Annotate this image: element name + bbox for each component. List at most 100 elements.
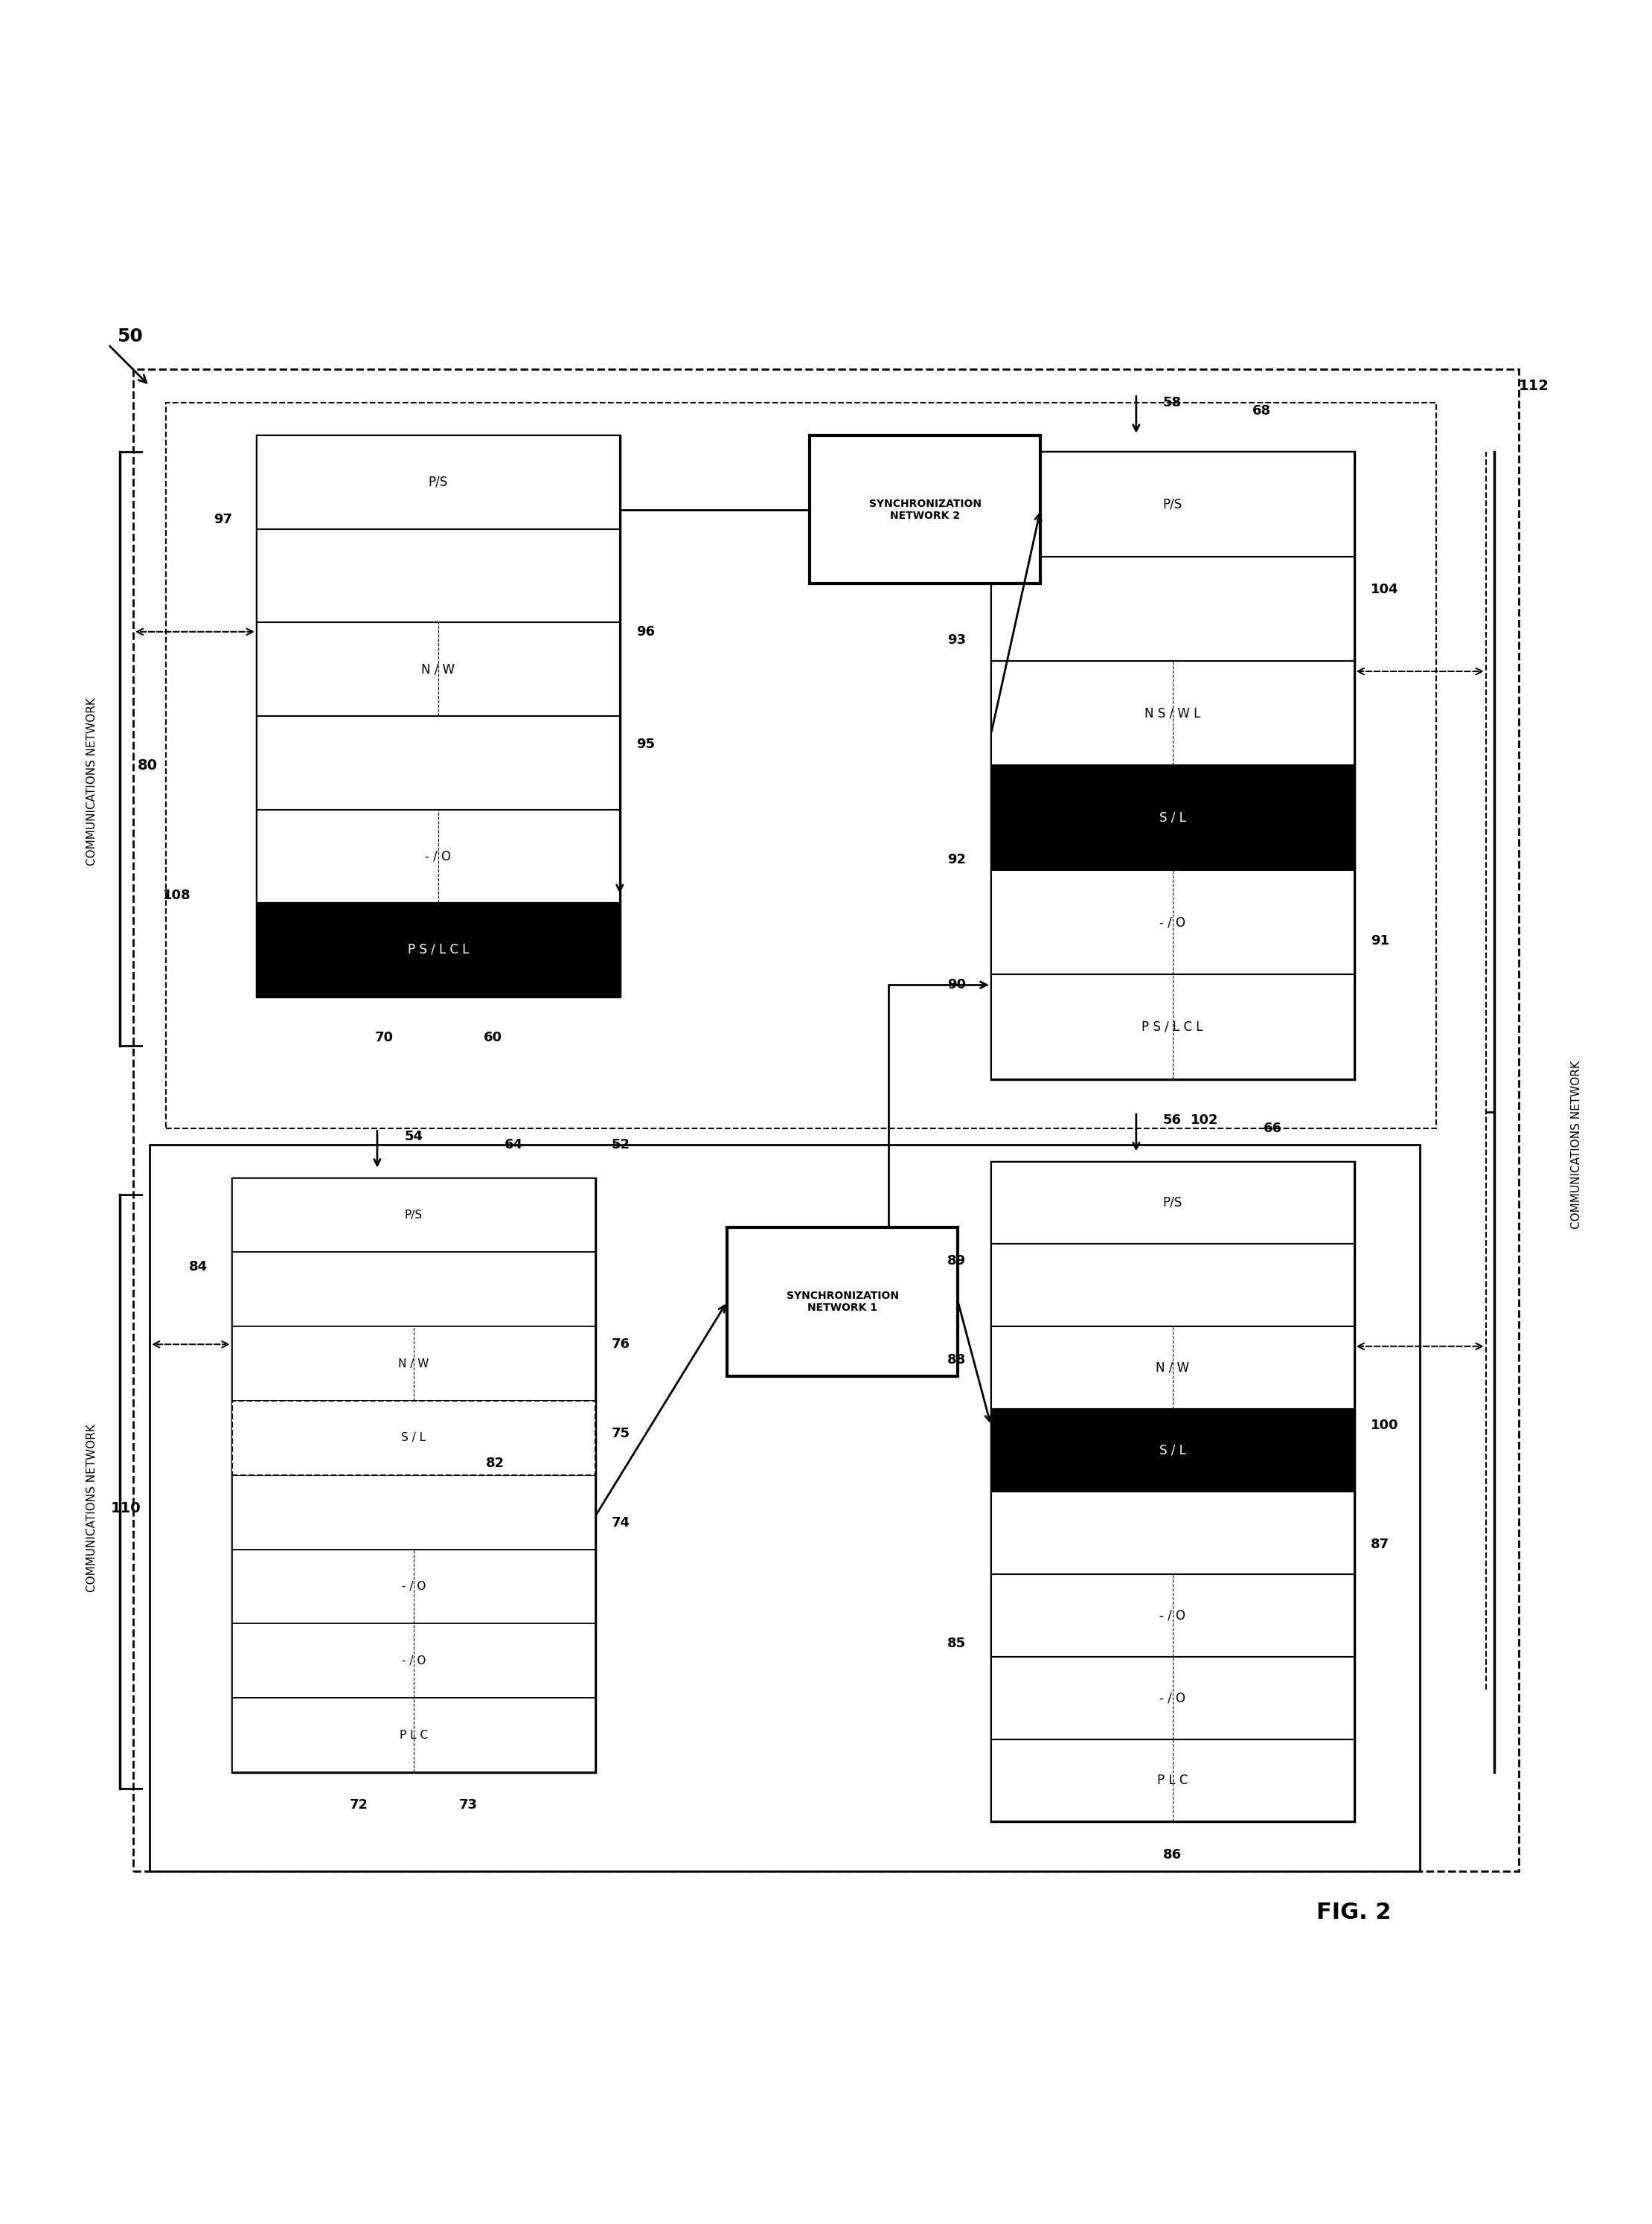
Bar	[727, 1228, 958, 1377]
Bar	[991, 1161, 1355, 1821]
Bar	[991, 1657, 1355, 1739]
Text: 87: 87	[1371, 1537, 1389, 1550]
Bar	[991, 765, 1355, 870]
Text: P S / L C L: P S / L C L	[1142, 1021, 1203, 1034]
Bar	[231, 1475, 595, 1550]
Bar	[231, 1550, 595, 1624]
Text: 108: 108	[164, 890, 190, 903]
Text: P/S: P/S	[428, 476, 448, 489]
Text: 93: 93	[948, 634, 966, 647]
Text: 92: 92	[948, 852, 966, 865]
Text: FIG. 2: FIG. 2	[1317, 1902, 1391, 1924]
Text: 66: 66	[1264, 1121, 1282, 1134]
Bar	[991, 1410, 1355, 1492]
Bar	[256, 716, 620, 810]
Bar	[809, 436, 1041, 585]
Bar	[991, 1575, 1355, 1657]
Bar	[150, 1145, 1421, 1870]
Text: 95: 95	[636, 738, 654, 752]
Text: 56: 56	[1163, 1114, 1181, 1128]
Bar	[991, 974, 1355, 1079]
Text: COMMUNICATIONS NETWORK: COMMUNICATIONS NETWORK	[1571, 1061, 1583, 1230]
Bar	[231, 1179, 595, 1773]
Text: 94: 94	[492, 981, 512, 994]
Bar	[991, 451, 1355, 1079]
Text: 52: 52	[611, 1139, 629, 1152]
Bar	[991, 1739, 1355, 1821]
Bar	[134, 369, 1518, 1870]
Bar	[991, 1326, 1355, 1410]
Bar	[231, 1326, 595, 1401]
Text: P/S: P/S	[1163, 498, 1183, 512]
Bar	[991, 661, 1355, 765]
Text: SYNCHRONIZATION
NETWORK 2: SYNCHRONIZATION NETWORK 2	[869, 498, 981, 520]
Text: SYNCHRONIZATION
NETWORK 1: SYNCHRONIZATION NETWORK 1	[786, 1290, 899, 1312]
Text: 58: 58	[1163, 396, 1181, 409]
Text: 70: 70	[375, 1032, 393, 1045]
Text: 60: 60	[484, 1032, 502, 1045]
Bar	[231, 1401, 595, 1475]
Text: P L C: P L C	[1156, 1775, 1188, 1788]
Text: S / L: S / L	[1160, 1443, 1186, 1457]
Bar	[991, 1243, 1355, 1326]
Text: 104: 104	[1371, 583, 1398, 596]
Text: 97: 97	[213, 514, 231, 527]
Text: 96: 96	[636, 625, 654, 638]
Text: 50: 50	[117, 327, 142, 345]
Text: 75: 75	[611, 1428, 629, 1441]
Text: 112: 112	[1518, 378, 1550, 394]
Bar	[991, 451, 1355, 556]
Text: 54: 54	[405, 1130, 423, 1143]
Text: 110: 110	[111, 1501, 142, 1515]
Text: N / W: N / W	[398, 1359, 430, 1370]
Text: 102: 102	[1191, 1114, 1219, 1128]
Bar	[256, 436, 620, 996]
Bar	[231, 1252, 595, 1326]
Text: COMMUNICATIONS NETWORK: COMMUNICATIONS NETWORK	[86, 1423, 97, 1592]
Bar	[231, 1179, 595, 1252]
Text: 86: 86	[1163, 1848, 1181, 1861]
Text: COMMUNICATIONS NETWORK: COMMUNICATIONS NETWORK	[86, 698, 97, 865]
Text: 88: 88	[948, 1352, 966, 1366]
Text: 80: 80	[137, 758, 159, 772]
Text: - / O: - / O	[1160, 1690, 1186, 1704]
Text: 73: 73	[459, 1799, 477, 1813]
Text: 100: 100	[1371, 1419, 1398, 1432]
Text: 72: 72	[350, 1799, 368, 1813]
Bar	[256, 436, 620, 529]
Bar	[167, 403, 1437, 1128]
Text: 64: 64	[504, 1139, 524, 1152]
Text: N / W: N / W	[1156, 1361, 1189, 1374]
Text: P/S: P/S	[405, 1210, 423, 1221]
Text: 74: 74	[611, 1517, 629, 1530]
Text: S / L: S / L	[401, 1432, 426, 1443]
Text: P/S: P/S	[1163, 1197, 1183, 1210]
Text: 84: 84	[188, 1261, 206, 1274]
Bar	[991, 556, 1355, 661]
Bar	[256, 529, 620, 623]
Bar	[991, 1161, 1355, 1243]
Text: 85: 85	[948, 1637, 966, 1650]
Bar	[231, 1697, 595, 1773]
Text: P S / L C L: P S / L C L	[408, 943, 469, 956]
Bar	[256, 623, 620, 716]
Bar	[256, 810, 620, 903]
Bar	[991, 870, 1355, 974]
Text: 89: 89	[948, 1254, 966, 1268]
Bar	[231, 1624, 595, 1697]
Bar	[991, 1492, 1355, 1575]
Bar	[256, 903, 620, 996]
Text: N / W: N / W	[421, 663, 454, 676]
Text: 82: 82	[486, 1457, 506, 1470]
Text: 91: 91	[1371, 934, 1389, 947]
Text: S / L: S / L	[1160, 812, 1186, 825]
Text: - / O: - / O	[425, 850, 451, 863]
Text: P L C: P L C	[400, 1730, 428, 1741]
Text: N S / W L: N S / W L	[1145, 707, 1201, 721]
Text: - / O: - / O	[401, 1655, 426, 1666]
Text: - / O: - / O	[1160, 1608, 1186, 1621]
Text: - / O: - / O	[1160, 916, 1186, 930]
Text: - / O: - / O	[401, 1581, 426, 1592]
Text: 90: 90	[948, 979, 966, 992]
Text: 76: 76	[611, 1337, 629, 1350]
